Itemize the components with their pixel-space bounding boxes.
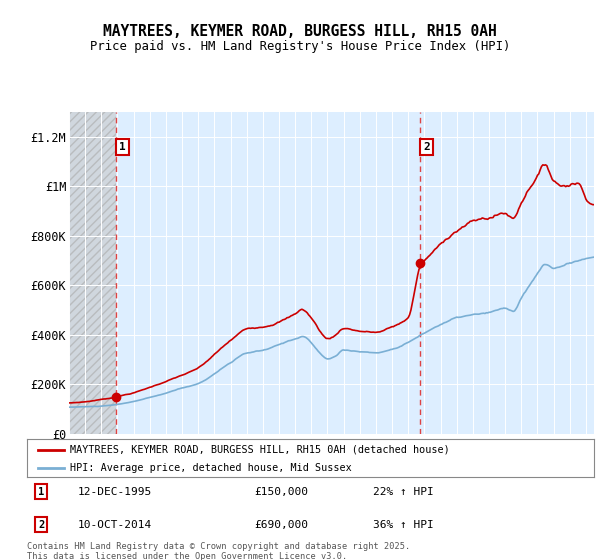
- Text: 1: 1: [119, 142, 126, 152]
- Text: MAYTREES, KEYMER ROAD, BURGESS HILL, RH15 0AH: MAYTREES, KEYMER ROAD, BURGESS HILL, RH1…: [103, 24, 497, 39]
- Text: 12-DEC-1995: 12-DEC-1995: [78, 487, 152, 497]
- Text: 36% ↑ HPI: 36% ↑ HPI: [373, 520, 434, 530]
- Text: Contains HM Land Registry data © Crown copyright and database right 2025.
This d: Contains HM Land Registry data © Crown c…: [27, 542, 410, 560]
- Text: Price paid vs. HM Land Registry's House Price Index (HPI): Price paid vs. HM Land Registry's House …: [90, 40, 510, 53]
- Text: 1: 1: [38, 487, 44, 497]
- Text: £690,000: £690,000: [254, 520, 308, 530]
- Text: 2: 2: [38, 520, 44, 530]
- Text: £150,000: £150,000: [254, 487, 308, 497]
- Text: 2: 2: [424, 142, 430, 152]
- Text: HPI: Average price, detached house, Mid Sussex: HPI: Average price, detached house, Mid …: [70, 463, 351, 473]
- Text: MAYTREES, KEYMER ROAD, BURGESS HILL, RH15 0AH (detached house): MAYTREES, KEYMER ROAD, BURGESS HILL, RH1…: [70, 445, 449, 455]
- Text: 22% ↑ HPI: 22% ↑ HPI: [373, 487, 434, 497]
- Text: 10-OCT-2014: 10-OCT-2014: [78, 520, 152, 530]
